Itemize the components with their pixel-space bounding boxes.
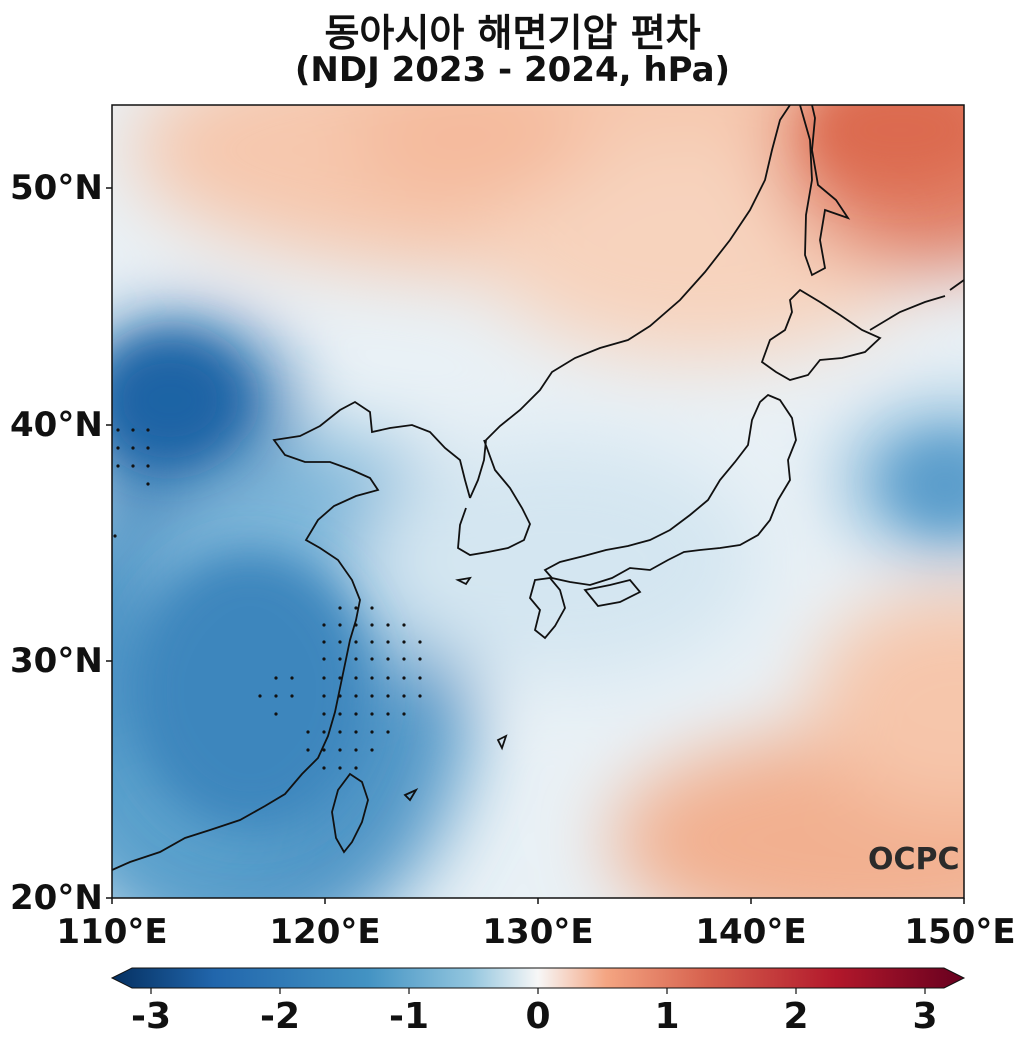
colorbar-tick-label: 1 — [654, 996, 680, 1037]
colorbar-tick-label: 3 — [912, 996, 938, 1037]
colorbar-tick-label: -2 — [260, 996, 300, 1037]
lat-label-30n: 30°N — [10, 641, 103, 681]
lon-label-120e: 120°E — [269, 912, 381, 952]
colorbar-tick-label: 0 — [525, 996, 551, 1037]
axis-ticks — [106, 187, 965, 904]
lon-label-110e: 110°E — [56, 912, 168, 952]
lon-label-150e: 150°E — [904, 912, 1016, 952]
colorbar-tick-label: -1 — [389, 996, 429, 1037]
colorbar — [110, 967, 966, 994]
lat-label-40n: 40°N — [10, 405, 103, 445]
ocpc-logo: OCPC — [868, 842, 960, 877]
lon-label-140e: 140°E — [695, 912, 807, 952]
coastlines — [112, 105, 964, 871]
map-subtitle: (NDJ 2023 - 2024, hPa) — [294, 50, 731, 90]
lon-label-130e: 130°E — [482, 912, 594, 952]
lat-label-20n: 20°N — [10, 878, 103, 918]
colorbar-tick-label: -3 — [131, 996, 171, 1037]
anomaly-field — [112, 105, 964, 898]
colorbar-tick-label: 2 — [783, 996, 809, 1037]
significance-dots — [113, 428, 422, 770]
map-title: 동아시아 해면기압 편차 — [324, 11, 701, 55]
lat-label-50n: 50°N — [10, 168, 103, 208]
